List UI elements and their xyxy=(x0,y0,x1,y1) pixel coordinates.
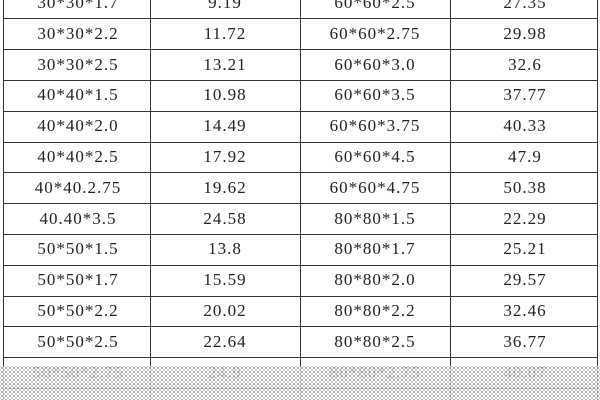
table-cell: 40*40*1.5 xyxy=(37,85,119,105)
table-cell: 13.21 xyxy=(203,54,247,74)
table-cell: 24.58 xyxy=(203,208,247,228)
column-border xyxy=(3,0,4,400)
table-cell: 60*60*3.75 xyxy=(329,116,421,136)
table-cell: 36.77 xyxy=(503,331,547,351)
table-cell: 15.59 xyxy=(203,270,247,290)
table-cell: 37.77 xyxy=(503,85,547,105)
table-cell: 80*80*2.0 xyxy=(334,270,416,290)
table-cell: 29.57 xyxy=(503,270,547,290)
table-cell: 14.49 xyxy=(203,116,247,136)
table-cell: 22.64 xyxy=(203,331,247,351)
table-cell: 60*60*4.5 xyxy=(334,147,416,166)
column-border xyxy=(597,0,598,400)
table-cell: 50*50*1.7 xyxy=(37,270,119,290)
table-cell: 80*80*1.7 xyxy=(334,239,416,259)
table-cell: 80*80*2.5 xyxy=(334,331,416,351)
table-cell: 11.72 xyxy=(203,23,247,43)
table-cell: 30*30*2.2 xyxy=(37,23,119,43)
table-cell: 32.6 xyxy=(508,54,542,74)
table-cell: 40*40.2.75 xyxy=(34,177,122,197)
column-border xyxy=(450,0,451,400)
table-cell: 60*60*3.0 xyxy=(334,54,416,74)
table-cell: 30*30*1.7 xyxy=(37,0,119,12)
table-cell: 60*60*3.5 xyxy=(334,85,416,105)
table-cell: 50*50*2.2 xyxy=(37,301,119,320)
table-cell: 40*40*2.5 xyxy=(37,147,119,166)
table-cell: 40.33 xyxy=(503,116,547,136)
column-border xyxy=(300,0,301,400)
table-cell: 19.62 xyxy=(203,177,247,197)
table-cell: 60*60*2.5 xyxy=(334,0,416,12)
table-cell: 17.92 xyxy=(203,147,247,166)
table-cell: 25.21 xyxy=(503,239,547,259)
table-cell: 9.19 xyxy=(208,0,242,12)
column-border xyxy=(150,0,151,400)
table-cell: 13.8 xyxy=(208,239,242,259)
table-cell: 40*40*2.0 xyxy=(37,116,119,136)
table-cell: 29.98 xyxy=(503,23,547,43)
table-cell: 27.35 xyxy=(503,0,547,12)
table-cell: 10.98 xyxy=(203,85,247,105)
table-cell: 40.40*3.5 xyxy=(39,208,117,228)
dotted-overlay xyxy=(0,366,600,400)
table-cell: 50*50*1.5 xyxy=(37,239,119,259)
table-cell: 60*60*4.75 xyxy=(329,177,421,197)
table-cell: 20.02 xyxy=(203,301,247,320)
table-cell: 80*80*1.5 xyxy=(334,208,416,228)
table-cell: 22.29 xyxy=(503,208,547,228)
table-cell: 50.38 xyxy=(503,177,547,197)
table-cell: 30*30*2.5 xyxy=(37,54,119,74)
table-cell: 60*60*2.75 xyxy=(329,23,421,43)
table-cell: 32.46 xyxy=(503,301,547,320)
table-cell: 50*50*2.5 xyxy=(37,331,119,351)
table-cell: 47.9 xyxy=(508,147,542,166)
table-cell: 80*80*2.2 xyxy=(334,301,416,320)
